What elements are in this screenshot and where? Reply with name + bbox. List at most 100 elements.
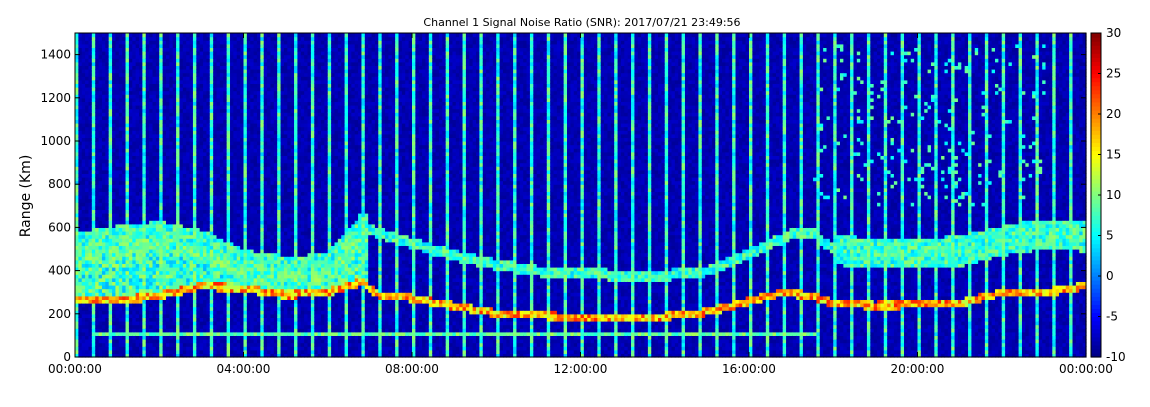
heatmap-cell [81,173,86,178]
heatmap-cell [125,256,130,261]
heatmap-cell [81,303,86,308]
heatmap-cell [108,137,113,142]
heatmap-cell [108,169,113,174]
heatmap-cell [105,234,110,239]
heatmap-cell [199,123,204,128]
heatmap-cell [132,133,137,138]
heatmap-cell [85,234,90,239]
heatmap-cell [108,346,113,351]
heatmap-cell [165,94,170,99]
heatmap-cell [98,90,103,95]
heatmap-cell [162,198,167,203]
heatmap-cell [149,342,154,347]
heatmap-cell [125,249,130,254]
heatmap-cell [125,69,130,74]
heatmap-cell [179,256,184,261]
heatmap-cell [125,270,130,275]
heatmap-cell [176,162,181,167]
heatmap-cell [155,148,160,153]
heatmap-cell [125,259,130,264]
heatmap-cell [108,148,113,153]
heatmap-cell [145,130,150,135]
heatmap-cell [149,195,154,200]
heatmap-cell [118,87,123,92]
heatmap-cell [213,184,218,189]
heatmap-cell [78,263,83,268]
heatmap-cell [199,267,204,272]
heatmap-cell [199,313,204,318]
heatmap-cell [149,130,154,135]
heatmap-cell [189,83,194,88]
heatmap-cell [199,184,204,189]
heatmap-cell [159,234,164,239]
heatmap-cell [213,79,218,84]
heatmap-cell [75,238,79,243]
heatmap-cell [165,83,170,88]
heatmap-cell [85,328,90,333]
heatmap-cell [145,231,150,236]
heatmap-cell [81,112,86,117]
heatmap-cell [112,281,117,286]
heatmap-cell [105,231,110,236]
heatmap-cell [101,288,106,293]
heatmap-cell [145,281,150,286]
heatmap-cell [108,162,113,167]
heatmap-cell [162,105,167,110]
heatmap-cell [128,241,133,246]
heatmap-cell [125,227,130,232]
heatmap-cell [132,36,137,41]
heatmap-cell [213,209,218,214]
heatmap-cell [203,148,208,153]
heatmap-cell [209,317,214,322]
heatmap-cell [159,148,164,153]
heatmap-cell [145,126,150,131]
heatmap-cell [122,195,127,200]
heatmap-cell [165,299,170,304]
heatmap-cell [203,101,208,106]
heatmap-cell [149,220,154,225]
heatmap-cell [159,162,164,167]
heatmap-cell [186,72,191,77]
heatmap-cell [112,285,117,290]
heatmap-cell [85,223,90,228]
heatmap-cell [213,335,218,340]
heatmap-cell [88,277,93,282]
heatmap-cell [182,166,187,171]
heatmap-cell [101,90,106,95]
heatmap-cell [186,335,191,340]
heatmap-cell [85,202,90,207]
heatmap-cell [78,87,83,92]
heatmap-cell [128,277,133,282]
heatmap-cell [206,241,211,246]
heatmap-cell [182,202,187,207]
heatmap-cell [122,238,127,243]
heatmap-cell [108,61,113,66]
heatmap-cell [162,292,167,297]
heatmap-cell [186,58,191,63]
heatmap-cell [95,72,100,77]
heatmap-cell [142,94,147,99]
heatmap-cell [91,47,96,52]
heatmap-cell [112,277,117,282]
heatmap-cell [162,87,167,92]
heatmap-cell [91,202,96,207]
heatmap-cell [145,187,150,192]
heatmap-cell [132,105,137,110]
heatmap-cell [206,119,211,124]
heatmap-cell [182,249,187,254]
heatmap-cell [122,227,127,232]
heatmap-cell [139,159,143,164]
heatmap-cell [203,169,208,174]
heatmap-cell [145,310,150,315]
heatmap-cell [152,285,157,290]
heatmap-cell [101,76,106,81]
heatmap-cell [108,349,113,354]
heatmap-cell [192,173,197,178]
heatmap-cell [155,321,160,326]
heatmap-cell [192,83,197,88]
heatmap-cell [199,216,204,221]
heatmap-cell [165,137,170,142]
heatmap-cell [78,321,83,326]
heatmap-cell [176,119,181,124]
heatmap-cell [118,346,123,351]
